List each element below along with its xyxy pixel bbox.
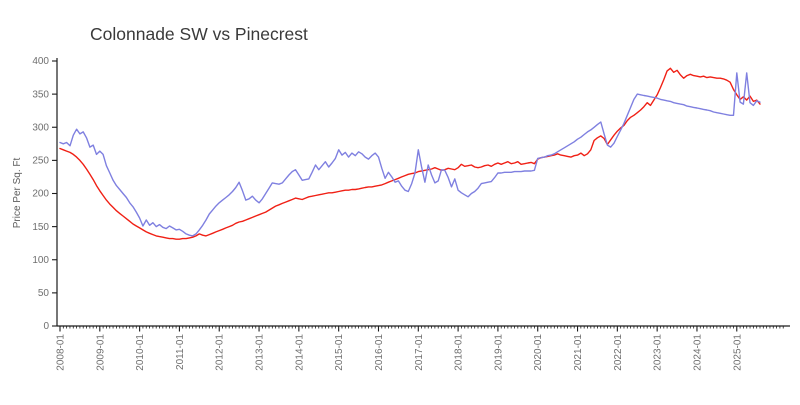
series-line-colonnade-sw (59, 67, 761, 240)
x-tick-label: 2023-01 (653, 334, 664, 371)
y-tick-label: 250 (32, 156, 49, 167)
x-tick-label: 2018-01 (454, 334, 465, 371)
y-tick-label: 100 (32, 255, 49, 266)
x-tick-label: 2013-01 (255, 334, 266, 371)
x-tick-label: 2021-01 (573, 334, 584, 371)
x-tick-label: 2022-01 (613, 334, 624, 371)
x-tick-label: 2014-01 (294, 334, 305, 371)
x-tick-label: 2016-01 (374, 334, 385, 371)
data-series (59, 67, 761, 240)
y-tick-label: 200 (32, 189, 49, 200)
y-tick-label: 0 (43, 321, 49, 332)
x-axis: 2008-01 2009-01 2010-01 2011-01 2012-01 2013-… (56, 326, 784, 371)
x-tick-label: 2019-01 (493, 334, 504, 371)
y-axis-label: Price Per Sq. Ft (12, 157, 23, 228)
y-tick-label: 300 (32, 122, 49, 133)
y-tick-label: 150 (32, 222, 49, 233)
x-tick-label: 2012-01 (215, 334, 226, 371)
x-tick-label: 2008-01 (56, 334, 67, 371)
x-tick-label: 2025-01 (732, 334, 743, 371)
x-tick-label: 2010-01 (135, 334, 146, 371)
y-tick-label: 400 (32, 56, 49, 67)
x-tick-label: 2011-01 (175, 334, 186, 370)
y-tick-label: 350 (32, 89, 49, 100)
y-tick-label: 50 (38, 288, 50, 299)
x-tick-label: 2015-01 (334, 334, 345, 371)
y-axis: 0 50 100 150 200 250 300 350 400 (32, 56, 57, 332)
x-tick-label: 2024-01 (692, 334, 703, 371)
x-tick-label: 2009-01 (95, 334, 106, 371)
x-tick-label: 2017-01 (414, 334, 425, 371)
x-tick-label: 2020-01 (533, 334, 544, 371)
series-line-pinecrest (59, 72, 761, 237)
chart-title: Colonnade SW vs Pinecrest (90, 24, 308, 44)
